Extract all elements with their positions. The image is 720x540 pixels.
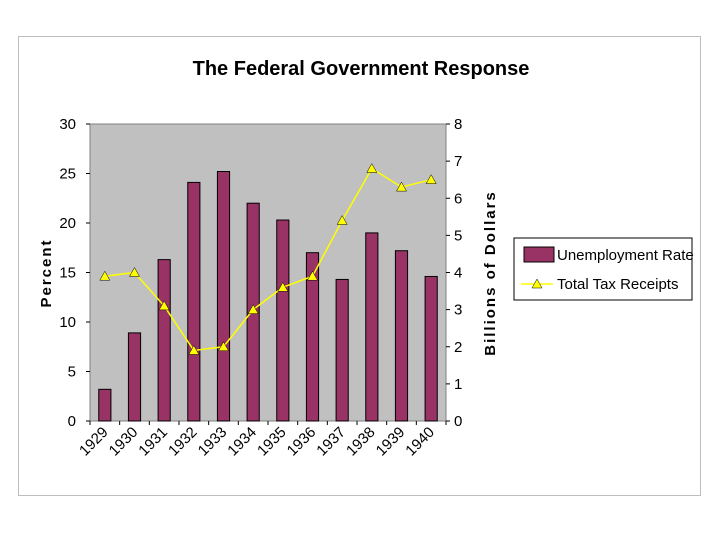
x-tick-label: 1939 — [373, 424, 409, 460]
y2-tick-label: 8 — [454, 116, 462, 133]
chart: The Federal Government Response 05101520… — [38, 58, 694, 460]
bar-1930 — [127, 332, 142, 422]
bar-1931 — [157, 259, 171, 422]
tax-point-1932 — [188, 344, 200, 355]
legend: Unemployment Rate Total Tax Receipts — [513, 237, 694, 301]
x-tick-label: 1936 — [284, 424, 320, 460]
plot-area — [89, 123, 447, 422]
x-tick-label: 1931 — [135, 424, 171, 460]
x-tick-label: 1932 — [165, 424, 201, 460]
bar-1937 — [335, 278, 349, 422]
bar-1929 — [98, 388, 112, 422]
y2-tick-label: 7 — [454, 153, 462, 170]
y-tick-label: 20 — [59, 215, 76, 232]
tax-point-1929 — [99, 270, 111, 281]
bar-1939 — [394, 250, 409, 422]
legend-swatch-unemployment — [523, 246, 555, 263]
legend-marker-tax-receipts — [531, 278, 543, 289]
bar-1940 — [424, 275, 438, 422]
x-tick-label: 1937 — [313, 424, 349, 460]
tax-point-1931 — [158, 300, 170, 311]
y2-tick-label: 2 — [454, 339, 462, 356]
y2-tick-label: 3 — [454, 302, 462, 319]
x-tick-label: 1930 — [106, 424, 142, 460]
y-tick-label: 25 — [59, 166, 76, 183]
x-tick-label: 1933 — [195, 424, 231, 460]
x-tick-label: 1935 — [254, 424, 290, 460]
y2-tick-label: 5 — [454, 227, 462, 244]
y-axis-label: Percent — [38, 238, 55, 307]
y-tick-label: 5 — [68, 364, 76, 381]
y-tick-label: 15 — [59, 265, 76, 282]
tax-point-1933 — [218, 341, 229, 351]
y-tick-label: 30 — [59, 116, 76, 133]
tax-point-1935 — [277, 281, 289, 292]
bar-1933 — [216, 171, 231, 422]
tax-point-1930 — [129, 266, 140, 277]
y2-tick-label: 0 — [454, 413, 462, 430]
x-tick-label: 1934 — [224, 424, 260, 460]
y-tick-label: 0 — [68, 413, 76, 430]
legend-label-unemployment: Unemployment Rate — [557, 247, 694, 264]
x-tick-label: 1938 — [343, 424, 379, 460]
bar-1935 — [276, 219, 290, 422]
bar-1938 — [365, 232, 379, 422]
tax-point-1939 — [396, 181, 407, 192]
chart-title: The Federal Government Response — [193, 58, 530, 80]
tax-point-1936 — [307, 270, 318, 281]
y-tick-label: 10 — [59, 314, 76, 331]
bar-1932 — [187, 181, 201, 422]
x-tick-label: 1940 — [402, 424, 438, 460]
tax-point-1937 — [336, 215, 348, 225]
y2-axis-label: Billions of Dollars — [482, 190, 499, 356]
bar-1936 — [305, 252, 320, 422]
y2-tick-label: 1 — [454, 376, 462, 393]
tax-point-1938 — [366, 163, 378, 173]
chart-frame: The Federal Government Response 0 5 10 15 20… — [18, 36, 701, 496]
tax-point-1934 — [247, 304, 259, 314]
legend-label-tax-receipts: Total Tax Receipts — [557, 276, 678, 293]
y2-tick-label: 4 — [454, 265, 462, 282]
x-tick-label: 1929 — [76, 424, 112, 460]
tax-point-1940 — [425, 174, 437, 184]
y2-tick-label: 6 — [454, 190, 462, 207]
tax-receipts-line — [104, 167, 432, 352]
